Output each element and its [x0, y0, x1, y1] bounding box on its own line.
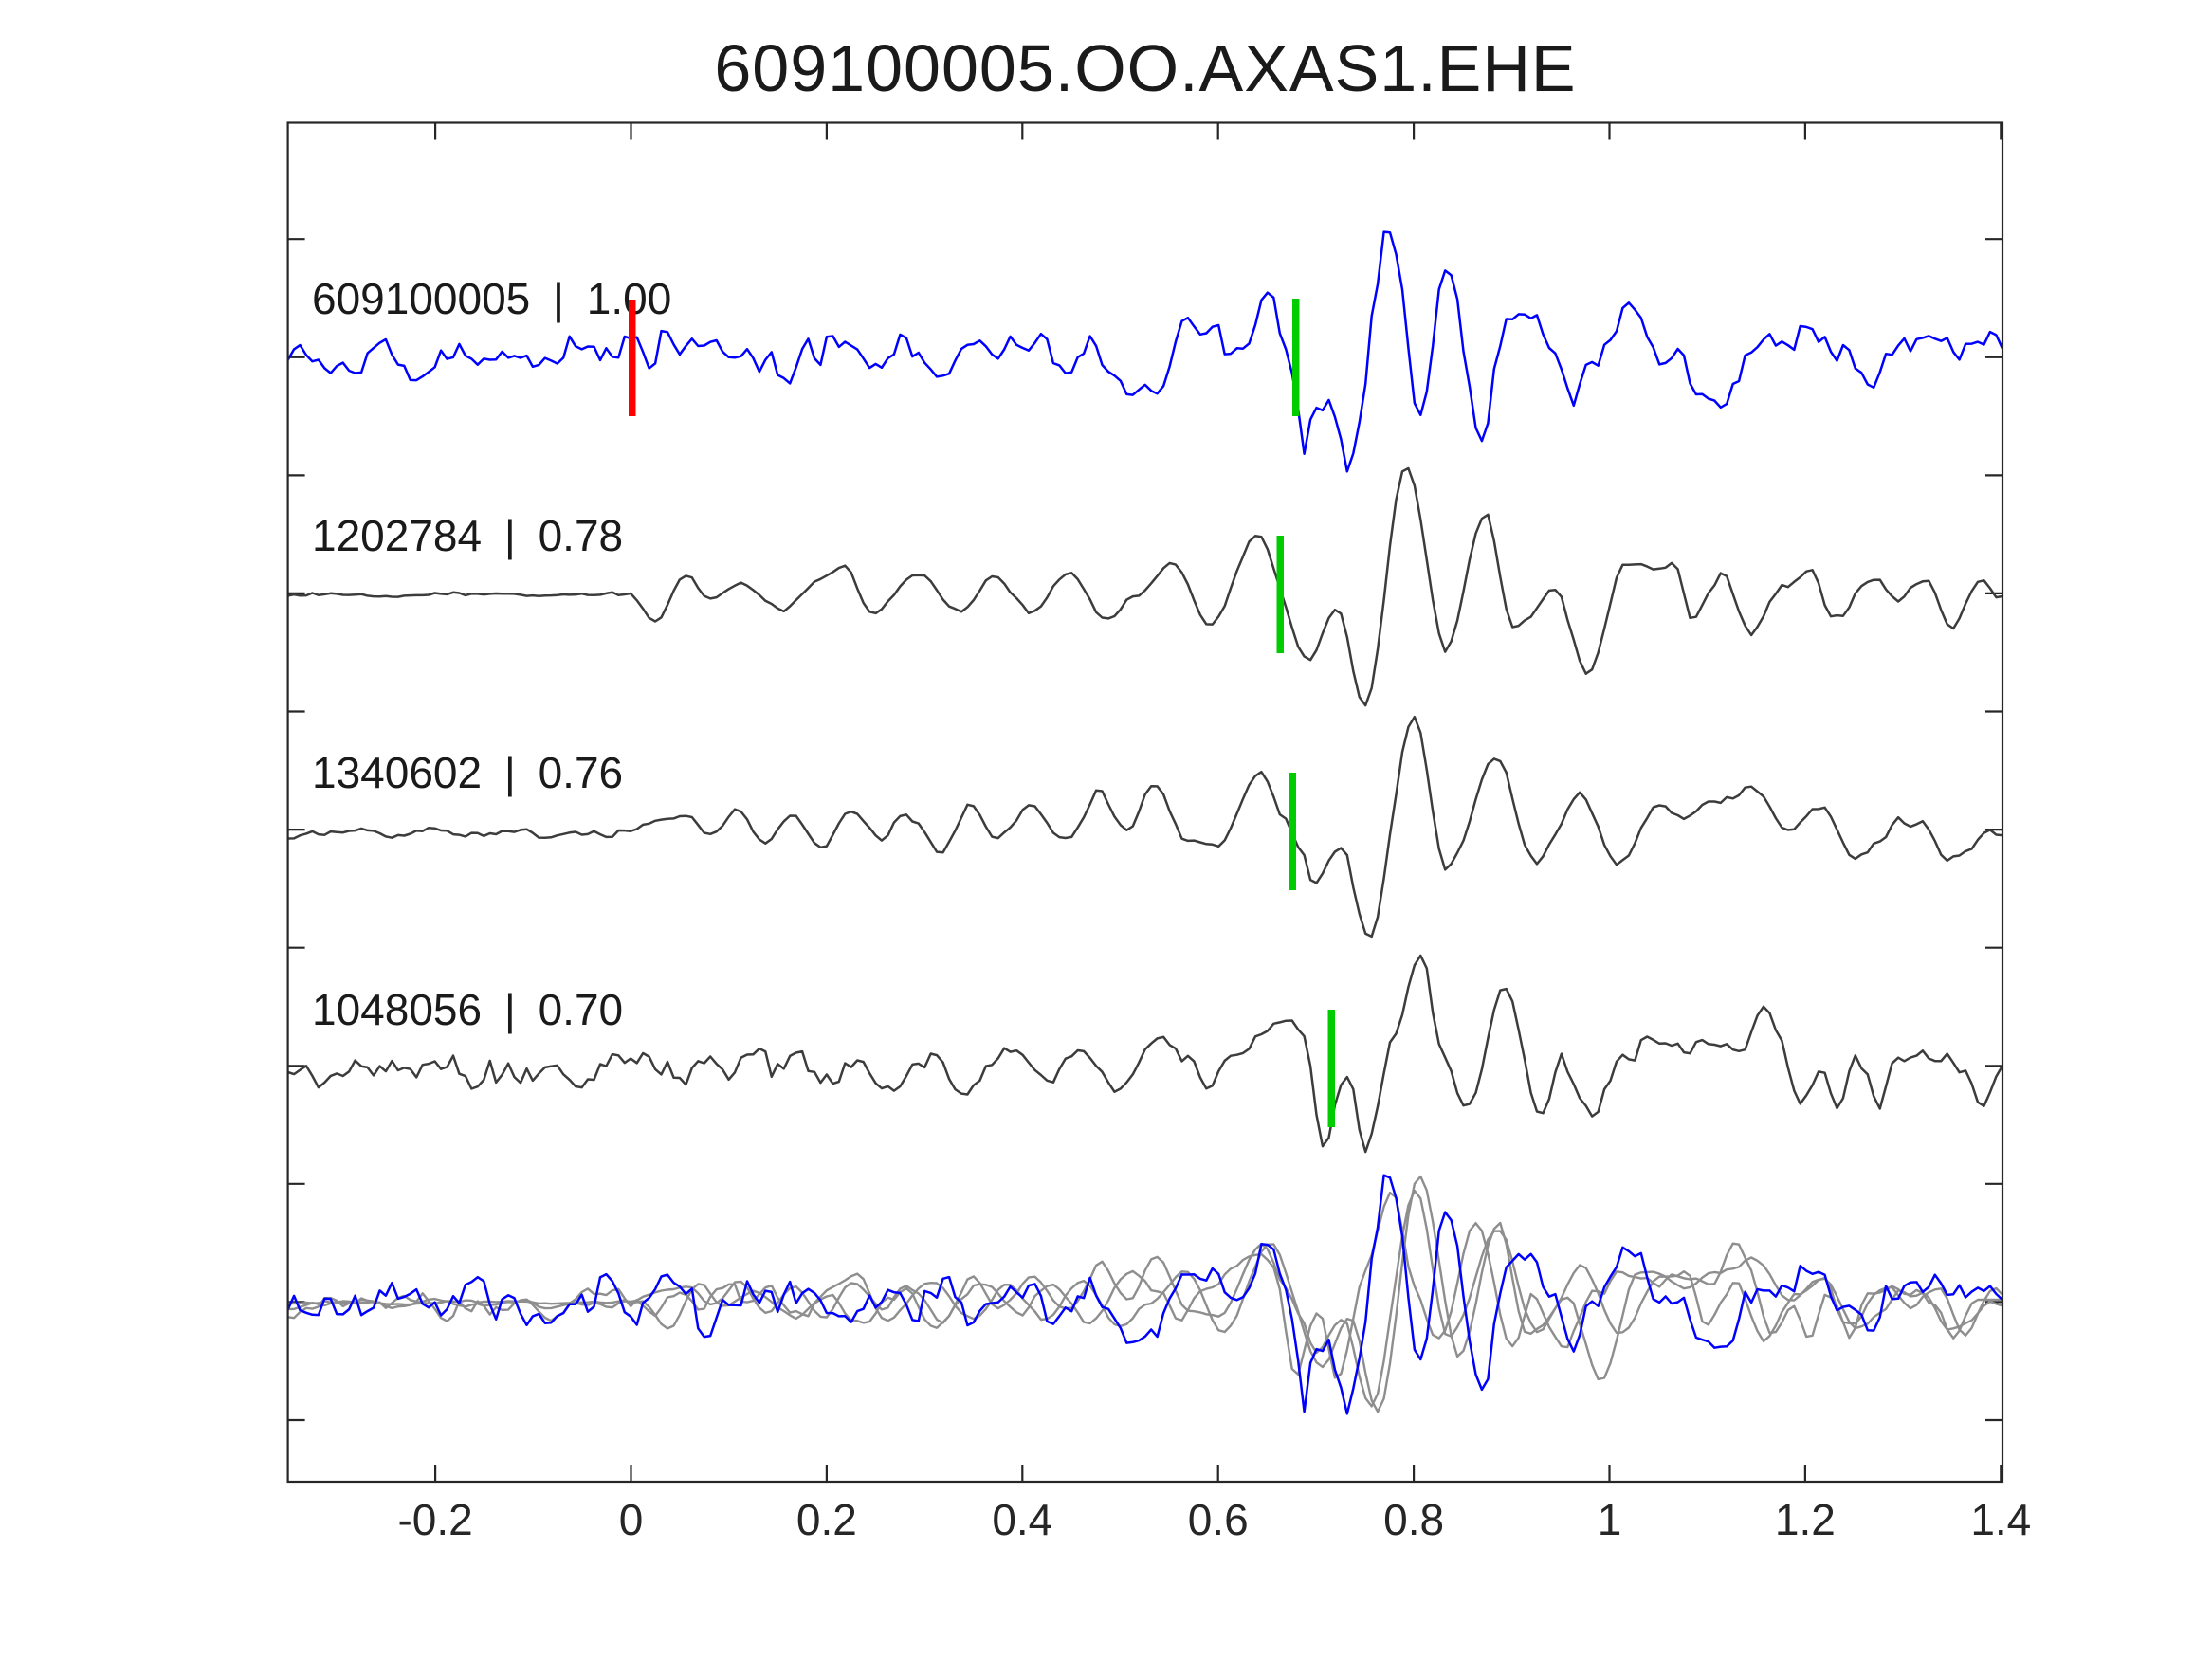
svg-text:0: 0 — [619, 1495, 644, 1544]
svg-text:1340602 | 0.76: 1340602 | 0.76 — [312, 748, 623, 797]
svg-text:0.8: 0.8 — [1383, 1495, 1444, 1544]
svg-text:0.2: 0.2 — [796, 1495, 857, 1544]
svg-text:609100005 | 1.00: 609100005 | 1.00 — [312, 274, 671, 323]
svg-text:1: 1 — [1598, 1495, 1622, 1544]
svg-text:0.4: 0.4 — [992, 1495, 1052, 1544]
svg-text:1.4: 1.4 — [1970, 1495, 2031, 1544]
svg-text:-0.2: -0.2 — [397, 1495, 472, 1544]
svg-text:1.2: 1.2 — [1775, 1495, 1836, 1544]
svg-text:0.6: 0.6 — [1188, 1495, 1249, 1544]
svg-text:1202784 | 0.78: 1202784 | 0.78 — [312, 511, 623, 560]
svg-text:609100005.OO.AXAS1.EHE: 609100005.OO.AXAS1.EHE — [714, 31, 1576, 105]
svg-text:1048056 | 0.70: 1048056 | 0.70 — [312, 985, 623, 1034]
